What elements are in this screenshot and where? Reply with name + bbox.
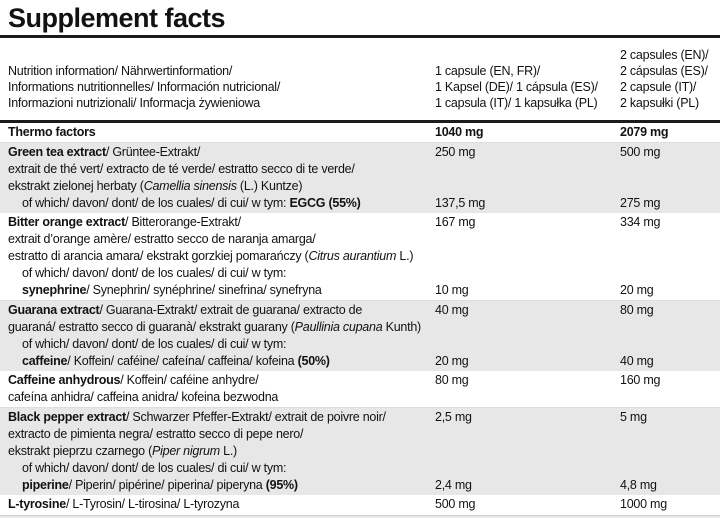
ingredient-text-line: of which/ davon/ dont/ de los cuales/ di… [22,461,287,475]
table-header: Nutrition information/ Nährwertinformati… [0,38,720,120]
bottom-strip [0,515,720,518]
amount-per-2-capsules-value: 4,8 mg [620,478,657,492]
ingredient-lines: L-tyrosine/ L-Tyrosin/ L-tirosina/ L-tyr… [8,496,435,513]
ingredient-text-line: extrait d’orange amère/ estratto secco d… [8,232,316,246]
ingredient-lines: Guarana extract/ Guarana-Extrakt/ extrai… [8,302,435,370]
amount-per-1-capsule-value: 2,5 mg [435,410,472,424]
ingredient-text-line: Black pepper extract/ Schwarzer Pfeffer-… [8,410,386,424]
ingredient-text-line: ekstrakt zielonej herbaty (Camellia sine… [8,179,303,193]
amount-per-2-capsules-value: 275 mg [620,196,661,210]
amount-per-1-capsule-value: 1040 mg [435,125,484,139]
table-row-guarana-extract: Guarana extract/ Guarana-Extrakt/ extrai… [0,300,720,371]
amount-per-1-capsule-value: 10 mg [435,283,469,297]
amount-per-2-capsules: 334 mg 20 mg [620,214,720,299]
serving-size-1-header: 1 capsule (EN, FR)/ 1 Kapsel (DE)/ 1 cáps… [435,63,620,111]
amount-per-2-capsules: 500 mg 275 mg [620,144,720,212]
facts-table: Thermo factors 1040 mg 2079 mg Green tea ex… [0,123,720,514]
amount-per-1-capsule-value: 40 mg [435,303,469,317]
serving-size-1-line: 1 capsula (IT)/ 1 kapsułka (PL) [435,96,598,110]
ingredient-text-line: caffeine/ Koffein/ caféine/ cafeína/ caf… [22,354,330,368]
amount-per-1-capsule: 40 mg 20 mg [435,302,620,370]
ingredient-text-line: Green tea extract/ Grüntee-Extrakt/ [8,145,201,159]
table-row-green-tea-extract: Green tea extract/ Grüntee-Extrakt/extra… [0,142,720,213]
ingredient-lines: Green tea extract/ Grüntee-Extrakt/extra… [8,144,435,212]
ingredient-text-line: cafeína anhidra/ caffeina anidra/ kofein… [8,390,279,404]
ingredient-text-line: piperine/ Piperin/ pipérine/ piperina/ p… [22,478,298,492]
amount-per-2-capsules-value: 160 mg [620,373,661,387]
amount-per-1-capsule: 80 mg [435,372,620,406]
amount-per-2-capsules: 1000 mg [620,496,720,513]
nutrition-info-line: Nutrition information/ Nährwertinformati… [8,64,233,78]
amount-per-1-capsule: 250 mg 137,5 mg [435,144,620,212]
amount-per-1-capsule-value: 80 mg [435,373,469,387]
amount-per-2-capsules: 160 mg [620,372,720,406]
serving-size-2-line: 2 capsules (EN)/ [620,48,709,62]
amount-per-2-capsules-value: 2079 mg [620,125,669,139]
amount-per-2-capsules-value: 1000 mg [620,497,667,511]
ingredient-text-line: Caffeine anhydrous/ Koffein/ caféine anh… [8,373,259,387]
serving-size-1-line: 1 capsule (EN, FR)/ [435,64,541,78]
amount-per-1-capsule-value: 250 mg [435,145,476,159]
title-rule [0,35,720,38]
amount-per-2-capsules-value: 500 mg [620,145,661,159]
amount-per-1-capsule-value: 20 mg [435,354,469,368]
amount-per-1-capsule: 167 mg 10 mg [435,214,620,299]
ingredient-text-line: guaraná/ estratto secco di guaranà/ ekst… [8,320,421,334]
serving-size-2-line: 2 capsule (IT)/ [620,80,697,94]
serving-size-2-header: 2 capsules (EN)/ 2 cápsulas (ES)/ 2 capsul… [620,47,720,111]
nutrition-info-line: Informations nutritionnelles/ Informació… [8,80,281,94]
amount-per-2-capsules: 2079 mg [620,124,720,141]
table-row-bitter-orange-extract: Bitter orange extract/ Bitterorange-Extr… [0,213,720,300]
table-row-black-pepper-extract: Black pepper extract/ Schwarzer Pfeffer-… [0,407,720,495]
amount-per-1-capsule-value: 500 mg [435,497,476,511]
amount-per-1-capsule: 500 mg [435,496,620,513]
amount-per-1-capsule: 1040 mg [435,124,620,141]
table-row-l-tyrosine: L-tyrosine/ L-Tyrosin/ L-tirosina/ L-tyr… [0,495,720,514]
ingredient-text-line: Bitter orange extract/ Bitterorange-Extr… [8,215,241,229]
amount-per-1-capsule-value: 167 mg [435,215,476,229]
ingredient-lines: Caffeine anhydrous/ Koffein/ caféine anh… [8,372,435,406]
ingredient-text-line: extracto de pimienta negra/ estratto sec… [8,427,304,441]
header-rule [0,120,720,123]
ingredient-text-line: Guarana extract/ Guarana-Extrakt/ extrai… [8,303,363,317]
serving-size-2-line: 2 kapsułki (PL) [620,96,699,110]
ingredient-text-line: estratto di arancia amara/ ekstrakt gorz… [8,249,414,263]
serving-size-2-line: 2 cápsulas (ES)/ [620,64,708,78]
table-row-thermo-factors: Thermo factors 1040 mg 2079 mg [0,123,720,142]
amount-per-2-capsules-value: 80 mg [620,303,654,317]
ingredient-text-line: ekstrakt pieprzu czarnego (Piper nigrum … [8,444,237,458]
ingredient-text-line: L-tyrosine/ L-Tyrosin/ L-tirosina/ L-tyr… [8,497,240,511]
ingredient-text-line: of which/ davon/ dont/ de los cuales/ di… [22,266,287,280]
serving-size-1-line: 1 Kapsel (DE)/ 1 cápsula (ES)/ [435,80,598,94]
ingredient-lines: Thermo factors [8,124,435,141]
table-row-caffeine-anhydrous: Caffeine anhydrous/ Koffein/ caféine anh… [0,371,720,407]
ingredient-text-line: synephrine/ Synephrin/ synéphrine/ sinef… [22,283,322,297]
nutrition-info-header: Nutrition information/ Nährwertinformati… [8,63,435,111]
page-title: Supplement facts [8,3,226,33]
nutrition-info-line: Informazioni nutrizionali/ Informacja ży… [8,96,261,110]
amount-per-1-capsule: 2,5 mg 2,4 mg [435,409,620,494]
amount-per-2-capsules: 80 mg 40 mg [620,302,720,370]
amount-per-1-capsule-value: 137,5 mg [435,196,486,210]
ingredient-text-line: of which/ davon/ dont/ de los cuales/ di… [22,337,287,351]
amount-per-2-capsules: 5 mg 4,8 mg [620,409,720,494]
ingredient-lines: Bitter orange extract/ Bitterorange-Extr… [8,214,435,299]
ingredient-text-line: Thermo factors [8,125,96,139]
ingredient-text-line: of which/ davon/ dont/ de los cuales/ di… [22,196,361,210]
amount-per-1-capsule-value: 2,4 mg [435,478,472,492]
ingredient-text-line: extrait de thé vert/ extracto de té verd… [8,162,355,176]
amount-per-2-capsules-value: 20 mg [620,283,654,297]
amount-per-2-capsules-value: 40 mg [620,354,654,368]
ingredient-lines: Black pepper extract/ Schwarzer Pfeffer-… [8,409,435,494]
amount-per-2-capsules-value: 334 mg [620,215,661,229]
amount-per-2-capsules-value: 5 mg [620,410,647,424]
